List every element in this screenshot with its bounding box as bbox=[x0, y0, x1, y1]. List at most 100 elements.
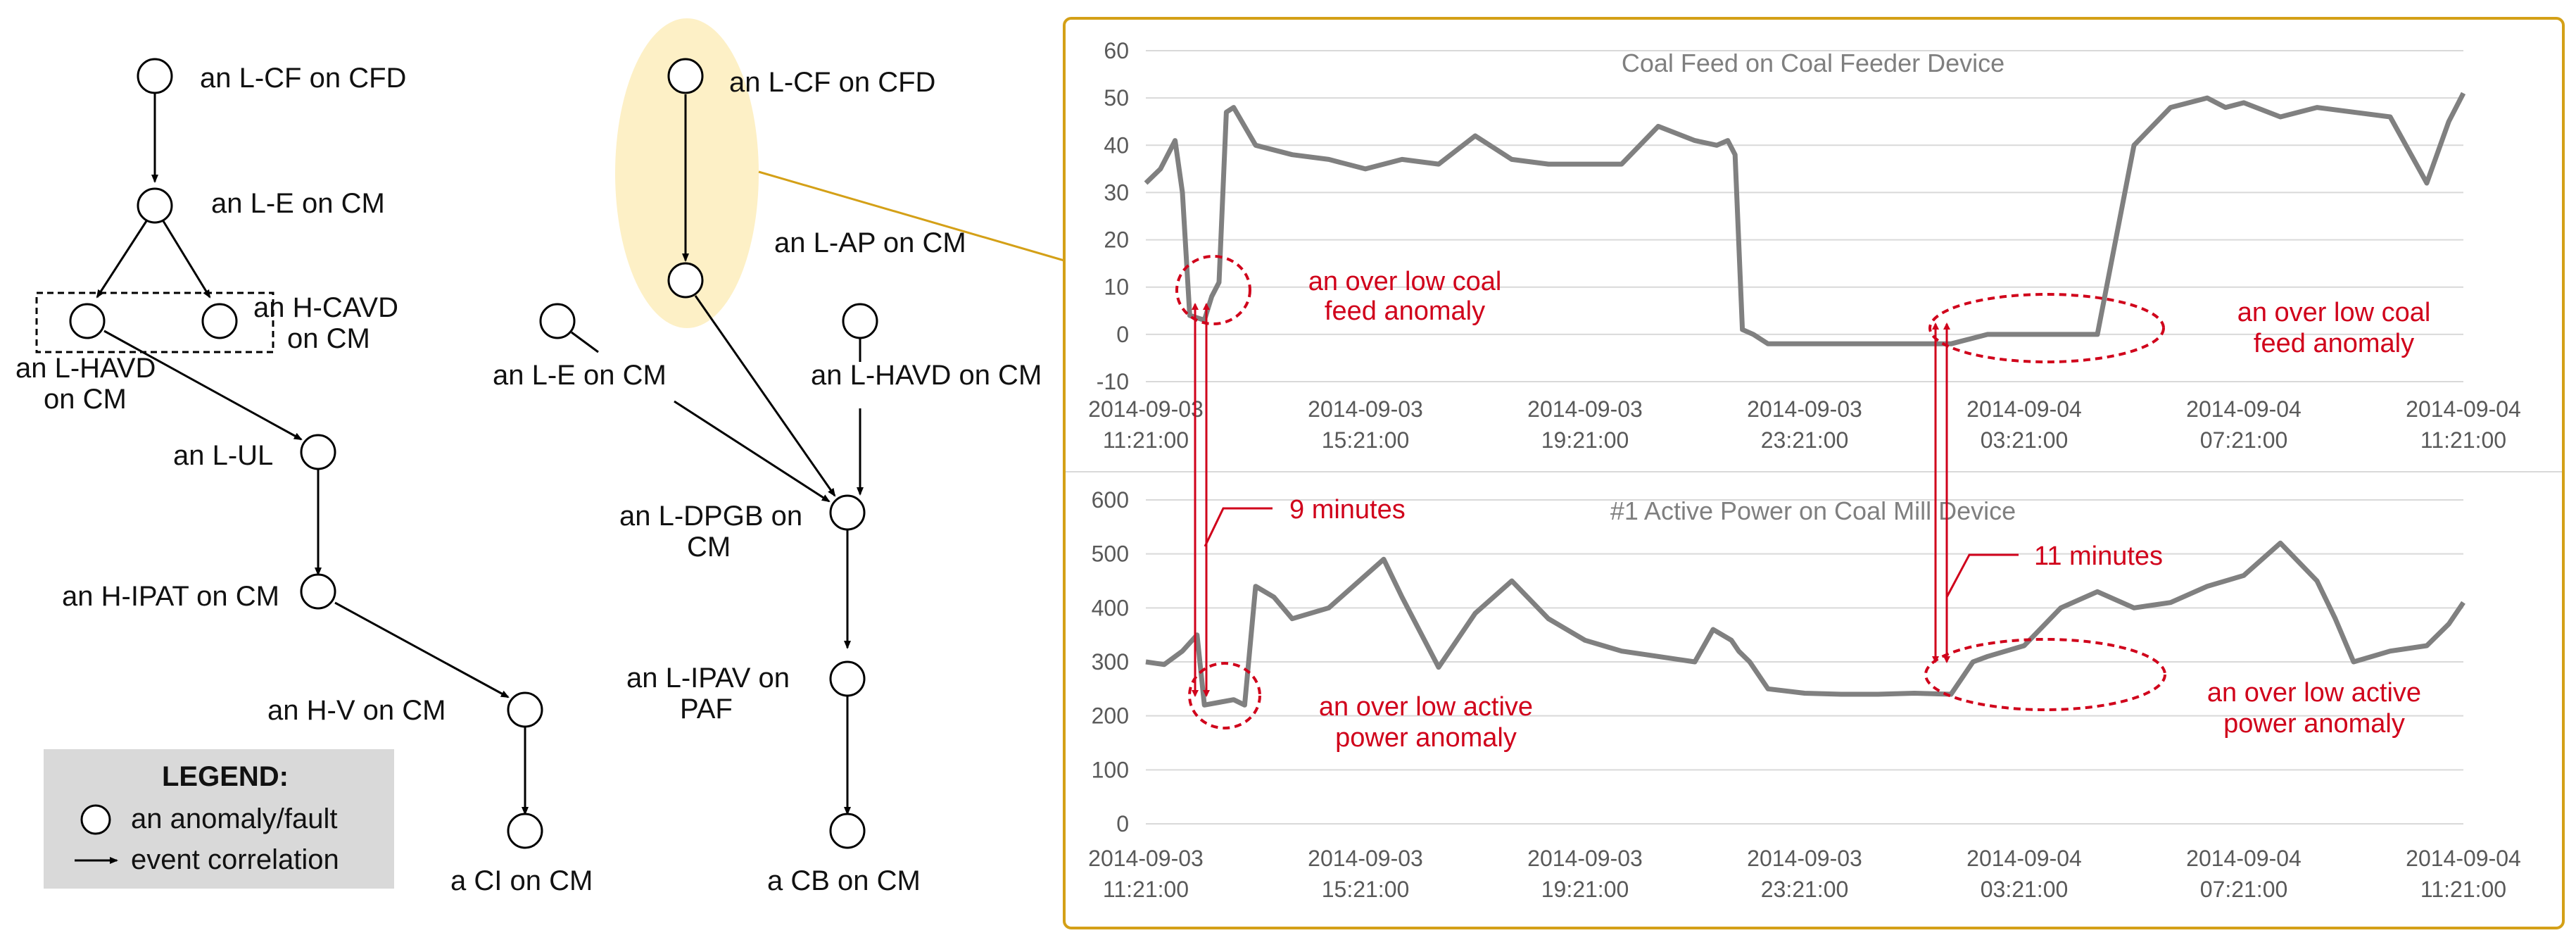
node-left-hcavd bbox=[201, 303, 238, 339]
edge-mid-le-ldpgb bbox=[674, 400, 831, 503]
coal-feed-x-tick-time: 11:21:00 bbox=[2420, 427, 2506, 453]
coal-feed-x-tick-time: 11:21:00 bbox=[1103, 427, 1189, 453]
node-mid-le bbox=[539, 303, 576, 339]
coal-feed-x-tick-date: 2014-09-03 bbox=[1527, 396, 1643, 422]
chart-panel bbox=[1063, 17, 2565, 929]
active-power-y-tick-label: 100 bbox=[1092, 757, 1129, 782]
coal-feed-y-tick-label: 20 bbox=[1104, 227, 1129, 253]
coal-feed-y-tick-label: 40 bbox=[1104, 132, 1129, 158]
highlight-ellipse bbox=[615, 18, 759, 328]
active-power-x-tick-time: 23:21:00 bbox=[1761, 877, 1849, 902]
left-correlation-graph bbox=[96, 93, 529, 815]
coal-feed-anomaly-markers bbox=[1175, 255, 2165, 363]
anno-power-1-line1: an over low active bbox=[1319, 692, 1533, 722]
anno-power-2-line2: power anomaly bbox=[2223, 709, 2405, 739]
label-mid-lap: an L-AP on CM bbox=[774, 227, 966, 258]
node-mid-lap bbox=[667, 262, 704, 299]
coal-feed-y-tick-label: 10 bbox=[1104, 275, 1129, 300]
active-power-x-tick-time: 11:21:00 bbox=[1103, 877, 1189, 902]
left-nodes bbox=[69, 58, 543, 849]
node-mid-cb bbox=[829, 813, 866, 849]
active-power-x-tick-date: 2014-09-03 bbox=[1747, 846, 1862, 871]
active-power-gridlines bbox=[1146, 499, 2463, 825]
label-mid-lhavd: an L-HAVD on CM bbox=[811, 360, 1042, 391]
edge-le-lhavd bbox=[96, 220, 148, 299]
edge-hipat-hv bbox=[334, 601, 510, 698]
active-power-x-tick-date: 2014-09-03 bbox=[1527, 846, 1643, 871]
edge-le-hcavd bbox=[162, 220, 211, 299]
coal-feed-x-tick-time: 03:21:00 bbox=[1981, 427, 2069, 453]
active-power-x-ticks: 2014-09-03 11:21:00 2014-09-03 15:21:00 2014… bbox=[1088, 846, 2521, 902]
active-power-y-tick-label: 200 bbox=[1092, 703, 1129, 729]
coal-feed-series-line bbox=[1144, 92, 2466, 346]
coal-feed-x-ticks: 2014-09-03 11:21:00 2014-09-03 15:21:00 2014… bbox=[1088, 396, 2521, 453]
active-power-y-tick-label: 300 bbox=[1092, 649, 1129, 675]
coal-feed-x-tick-date: 2014-09-03 bbox=[1747, 396, 1862, 422]
active-power-x-tick-time: 03:21:00 bbox=[1981, 877, 2069, 902]
coal-feed-x-tick-time: 07:21:00 bbox=[2200, 427, 2288, 453]
node-mid-lcf bbox=[667, 58, 704, 94]
left-labels: an L-CF on CFD an L-E on CM an H-CAVD on… bbox=[15, 63, 593, 896]
legend: LEGEND: an anomaly/fault event correlati… bbox=[44, 749, 394, 889]
active-power-x-tick-date: 2014-09-03 bbox=[1308, 846, 1423, 871]
middle-correlation-graph bbox=[571, 94, 864, 815]
anomaly-ellipse-coal-1 bbox=[1175, 255, 1251, 325]
lag-leader-1 bbox=[1204, 507, 1273, 547]
label-mid-lipav-1: an L-IPAV on bbox=[626, 663, 790, 694]
coal-feed-y-tick-label: 50 bbox=[1104, 85, 1129, 111]
coal-feed-y-tick-label: 60 bbox=[1104, 38, 1129, 63]
node-left-hv bbox=[507, 691, 543, 728]
active-power-x-tick-time: 11:21:00 bbox=[2420, 877, 2506, 902]
label-left-lhavd-2: on CM bbox=[44, 384, 127, 415]
coal-feed-x-tick-date: 2014-09-03 bbox=[1308, 396, 1423, 422]
label-mid-cb: a CB on CM bbox=[767, 865, 921, 896]
active-power-x-tick-date: 2014-09-04 bbox=[2406, 846, 2521, 871]
active-power-x-tick-date: 2014-09-03 bbox=[1088, 846, 1204, 871]
lag-label-9min: 9 minutes bbox=[1289, 495, 1406, 525]
node-mid-lhavd bbox=[842, 303, 878, 339]
legend-title: LEGEND: bbox=[162, 761, 289, 792]
coal-feed-x-tick-time: 15:21:00 bbox=[1322, 427, 1410, 453]
active-power-x-tick-date: 2014-09-04 bbox=[1966, 846, 2082, 871]
middle-labels: an L-CF on CFD an L-AP on CM an L-E on C… bbox=[493, 67, 1042, 896]
coal-feed-chart-title: Coal Feed on Coal Feeder Device bbox=[1622, 49, 2004, 77]
label-left-lcf: an L-CF on CFD bbox=[200, 63, 406, 94]
lag-label-11min: 11 minutes bbox=[2034, 541, 2163, 571]
anno-coal-1-line1: an over low coal bbox=[1308, 267, 1502, 296]
anno-coal-2-line1: an over low coal bbox=[2237, 298, 2431, 327]
active-power-y-ticks: 0 100 200 300 400 500 600 bbox=[1092, 487, 1129, 836]
zoom-connector bbox=[758, 170, 1065, 262]
legend-anomaly-icon bbox=[80, 804, 111, 835]
anno-coal-1-line2: feed anomaly bbox=[1325, 296, 1485, 326]
lag-leader-2 bbox=[1945, 553, 2019, 598]
anno-coal-2-line2: feed anomaly bbox=[2254, 329, 2414, 358]
coal-feed-x-tick-time: 23:21:00 bbox=[1761, 427, 1849, 453]
middle-nodes bbox=[539, 58, 878, 849]
active-power-anomaly-markers bbox=[1188, 638, 2166, 729]
anomaly-ellipse-power-1 bbox=[1188, 662, 1261, 729]
lag-arrows bbox=[1192, 303, 2019, 697]
active-power-y-tick-label: 400 bbox=[1092, 595, 1129, 620]
active-power-x-tick-date: 2014-09-04 bbox=[2186, 846, 2302, 871]
label-mid-ldpgb-1: an L-DPGB on bbox=[619, 501, 802, 532]
label-left-hcavd-1: an H-CAVD bbox=[253, 292, 398, 323]
label-mid-lcf: an L-CF on CFD bbox=[729, 67, 935, 98]
active-power-y-tick-label: 0 bbox=[1116, 811, 1129, 836]
label-mid-ldpgb-2: CM bbox=[687, 532, 731, 563]
active-power-series-line bbox=[1145, 540, 2465, 708]
coal-feed-y-tick-label: 30 bbox=[1104, 180, 1129, 205]
label-left-le: an L-E on CM bbox=[211, 188, 385, 219]
node-left-lcf bbox=[137, 58, 173, 94]
active-power-x-tick-time: 15:21:00 bbox=[1322, 877, 1410, 902]
coal-feed-y-ticks: -10 0 10 20 30 40 50 60 bbox=[1097, 38, 1129, 394]
dashed-group-box bbox=[35, 292, 274, 353]
coal-feed-x-tick-time: 19:21:00 bbox=[1541, 427, 1629, 453]
edge-lhavd-lul bbox=[103, 330, 303, 441]
node-left-lul bbox=[300, 434, 336, 470]
label-mid-lipav-2: PAF bbox=[680, 694, 733, 725]
coal-feed-x-tick-date: 2014-09-04 bbox=[1966, 396, 2082, 422]
anomaly-ellipse-power-2 bbox=[1924, 638, 2166, 711]
active-power-chart-title: #1 Active Power on Coal Mill Device bbox=[1610, 496, 2016, 525]
